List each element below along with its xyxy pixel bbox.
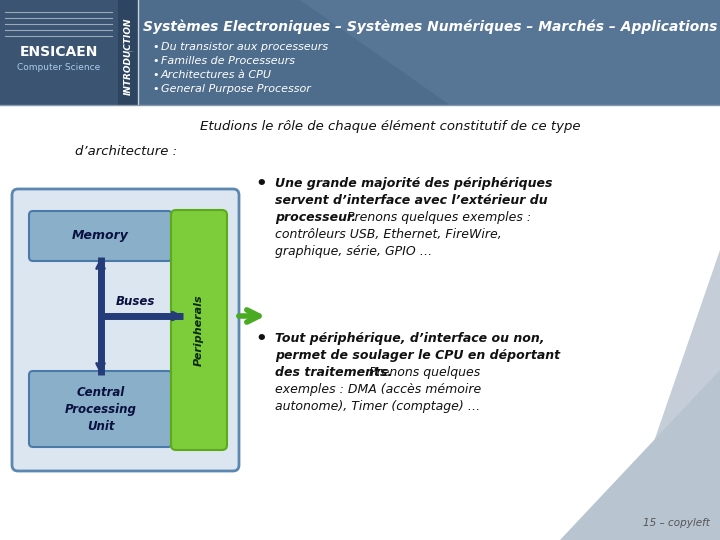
Bar xyxy=(0,0,720,105)
Text: Etudions le rôle de chaque élément constitutif de ce type: Etudions le rôle de chaque élément const… xyxy=(199,120,580,133)
Text: 15 – copyleft: 15 – copyleft xyxy=(643,518,710,528)
Text: Central
Processing
Unit: Central Processing Unit xyxy=(65,386,136,433)
Text: d’architecture :: d’architecture : xyxy=(75,145,177,158)
FancyBboxPatch shape xyxy=(171,210,227,450)
Text: Prenons quelques: Prenons quelques xyxy=(365,366,480,379)
Text: Peripherals: Peripherals xyxy=(194,294,204,366)
Text: permet de soulager le CPU en déportant: permet de soulager le CPU en déportant xyxy=(275,349,560,362)
Text: Memory: Memory xyxy=(72,230,129,242)
Text: Familles de Processeurs: Familles de Processeurs xyxy=(161,56,295,66)
Polygon shape xyxy=(560,370,720,540)
Text: •: • xyxy=(255,330,266,348)
Text: •: • xyxy=(152,70,158,80)
Bar xyxy=(0,0,118,105)
Text: •: • xyxy=(255,175,266,193)
Text: processeur.: processeur. xyxy=(275,211,356,224)
Text: •: • xyxy=(152,56,158,66)
Text: Prenons quelques exemples :: Prenons quelques exemples : xyxy=(343,211,531,224)
Text: Tout périphérique, d’interface ou non,: Tout périphérique, d’interface ou non, xyxy=(275,332,544,345)
Text: Buses: Buses xyxy=(115,295,155,308)
Polygon shape xyxy=(450,250,720,540)
Text: •: • xyxy=(152,42,158,52)
Text: autonome), Timer (comptage) …: autonome), Timer (comptage) … xyxy=(275,400,480,413)
Polygon shape xyxy=(300,0,720,105)
Text: Computer Science: Computer Science xyxy=(17,63,101,71)
FancyBboxPatch shape xyxy=(29,211,172,261)
Text: Systèmes Electroniques – Systèmes Numériques – Marchés – Applications: Systèmes Electroniques – Systèmes Numéri… xyxy=(143,20,717,35)
Text: servent d’interface avec l’extérieur du: servent d’interface avec l’extérieur du xyxy=(275,194,548,207)
Text: General Purpose Processor: General Purpose Processor xyxy=(161,84,311,94)
Bar xyxy=(118,0,138,105)
Text: contrôleurs USB, Ethernet, FireWire,: contrôleurs USB, Ethernet, FireWire, xyxy=(275,228,502,241)
Text: INTRODUCTION: INTRODUCTION xyxy=(124,17,132,95)
FancyBboxPatch shape xyxy=(29,371,172,447)
FancyBboxPatch shape xyxy=(12,189,239,471)
Text: #2d4560: #2d4560 xyxy=(128,51,135,52)
Text: graphique, série, GPIO …: graphique, série, GPIO … xyxy=(275,245,432,258)
Text: •: • xyxy=(152,84,158,94)
Text: Une grande majorité des périphériques: Une grande majorité des périphériques xyxy=(275,177,552,190)
Text: Du transistor aux processeurs: Du transistor aux processeurs xyxy=(161,42,328,52)
Text: Architectures à CPU: Architectures à CPU xyxy=(161,70,272,80)
Text: exemples : DMA (accès mémoire: exemples : DMA (accès mémoire xyxy=(275,383,481,396)
Text: ENSICAEN: ENSICAEN xyxy=(20,45,98,59)
Text: des traitements.: des traitements. xyxy=(275,366,392,379)
